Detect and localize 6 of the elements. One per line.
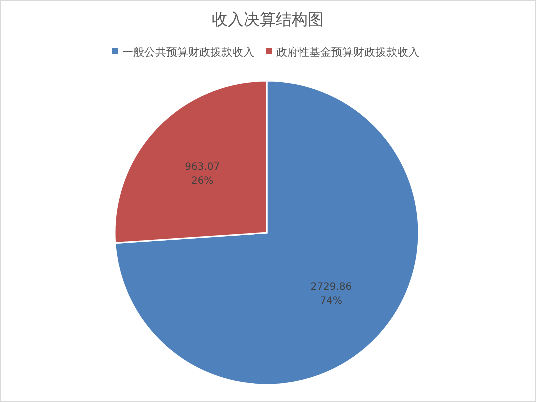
pie-slice bbox=[114, 80, 420, 386]
chart-title: 收入决算结构图 bbox=[212, 10, 324, 29]
data-label: 963.07 26% bbox=[185, 162, 220, 187]
legend-label: 政府性基金预算财政拨款收入 bbox=[276, 46, 420, 59]
legend-label: 一般公共预算财政拨款收入 bbox=[122, 46, 254, 59]
data-label: 2729.86 74% bbox=[310, 282, 352, 308]
